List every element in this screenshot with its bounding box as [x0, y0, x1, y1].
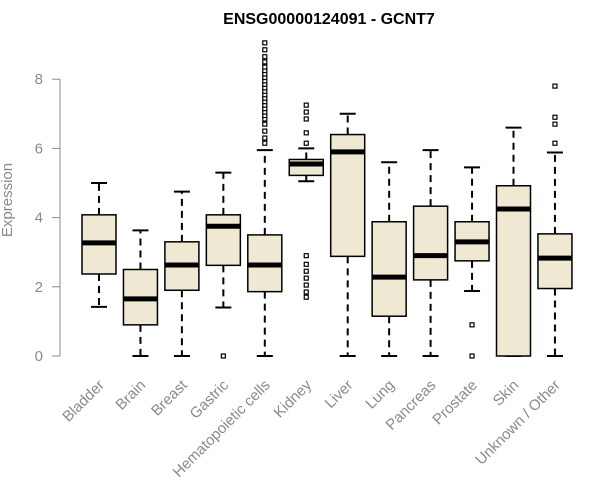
outlier-point: [469, 322, 475, 328]
y-tick-label: 8: [35, 71, 43, 88]
iqr-box: [205, 214, 242, 267]
outlier-point: [220, 353, 226, 359]
boxes-group: [81, 40, 573, 359]
outlier-point: [262, 54, 268, 60]
outlier-point: [262, 47, 268, 53]
outlier-point: [552, 140, 558, 146]
outlier-point: [303, 294, 309, 300]
outlier-point: [303, 261, 309, 267]
y-tick-label: 4: [35, 210, 43, 227]
box-prostate: [454, 166, 490, 359]
outlier-point: [303, 130, 309, 136]
outlier-point: [262, 135, 268, 141]
outlier-point: [552, 114, 558, 120]
chart-title: ENSG00000124091 - GCNT7: [223, 11, 435, 28]
x-tick-label: Brain: [112, 377, 149, 414]
box-unknown-other: [537, 83, 573, 357]
outlier-point: [262, 140, 268, 146]
outlier-point: [303, 102, 309, 108]
iqr-box: [371, 221, 407, 317]
outlier-point: [303, 289, 309, 295]
outlier-point: [303, 253, 309, 259]
iqr-box: [537, 233, 573, 290]
iqr-box: [329, 133, 366, 258]
box-lung: [371, 161, 407, 357]
y-tick-label: 2: [35, 279, 43, 296]
outlier-point: [303, 275, 309, 281]
y-axis-label: Expression: [0, 163, 16, 237]
box-skin: [495, 126, 532, 357]
iqr-box: [412, 205, 449, 281]
outlier-point: [303, 268, 309, 274]
outlier-point: [262, 64, 268, 70]
iqr-box: [495, 185, 532, 357]
x-tick-label: Liver: [322, 377, 357, 412]
y-axis: 0 2 4 6 8: [35, 71, 61, 365]
x-tick-label: Kidney: [271, 376, 316, 421]
y-tick-label: 6: [35, 140, 43, 157]
box-liver: [329, 112, 366, 357]
outlier-point: [469, 353, 475, 359]
outlier-point: [262, 59, 268, 65]
x-tick-label: Breast: [148, 376, 191, 419]
box-pancreas: [412, 149, 449, 357]
outlier-point: [303, 116, 309, 122]
outlier-point: [262, 128, 268, 134]
box-bladder: [81, 182, 117, 308]
y-tick-label: 0: [35, 348, 43, 365]
outlier-point: [303, 109, 309, 115]
outlier-point: [262, 40, 268, 46]
x-tick-label: Skin: [490, 377, 523, 410]
outlier-point: [262, 121, 268, 127]
outlier-point: [552, 121, 558, 127]
box-gastric: [205, 171, 242, 359]
x-tick-label: Prostate: [429, 377, 481, 429]
box-brain: [122, 229, 159, 357]
x-tick-label: Bladder: [59, 377, 108, 426]
x-tick-label: Lung: [362, 377, 398, 413]
box-hematopoietic-cells: [247, 40, 283, 357]
outlier-point: [303, 140, 309, 146]
outlier-point: [552, 83, 558, 89]
box-breast: [164, 190, 200, 357]
outlier-point: [303, 282, 309, 288]
box-kidney: [288, 102, 324, 300]
